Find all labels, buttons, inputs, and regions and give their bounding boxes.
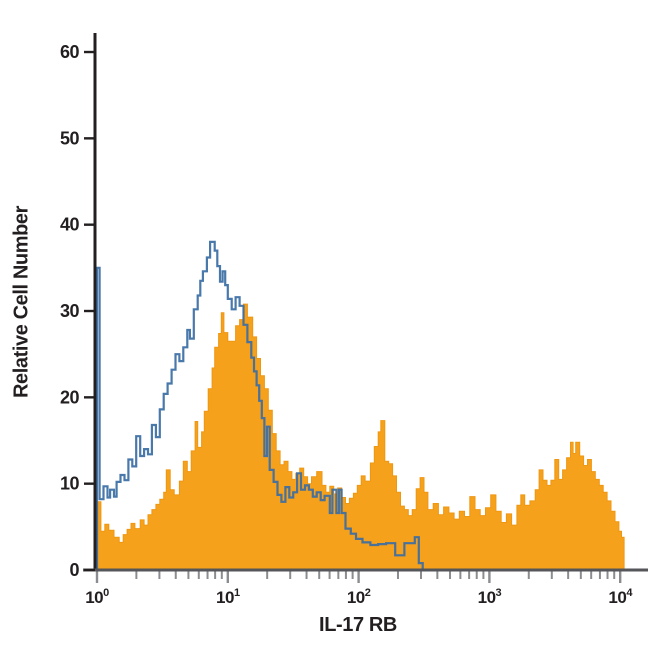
blue-open-histogram <box>95 240 424 570</box>
y-tick-label: 40 <box>60 215 80 235</box>
y-tick-label: 50 <box>60 128 80 148</box>
x-tick-label: 101 <box>216 587 240 607</box>
x-tick-label: 104 <box>608 587 633 607</box>
x-tick-label: 100 <box>85 587 109 607</box>
y-tick-label: 20 <box>60 387 80 407</box>
y-axis-title: Relative Cell Number <box>10 205 33 399</box>
x-tick-label: 103 <box>478 587 502 607</box>
y-tick-label: 30 <box>60 301 80 321</box>
x-axis-title: IL-17 RB <box>319 614 397 636</box>
y-tick-label: 60 <box>60 42 80 62</box>
x-tick-label: 102 <box>347 587 371 607</box>
y-tick-label: 0 <box>69 560 79 580</box>
y-tick-label: 10 <box>60 474 80 494</box>
orange-filled-histogram <box>96 303 625 571</box>
